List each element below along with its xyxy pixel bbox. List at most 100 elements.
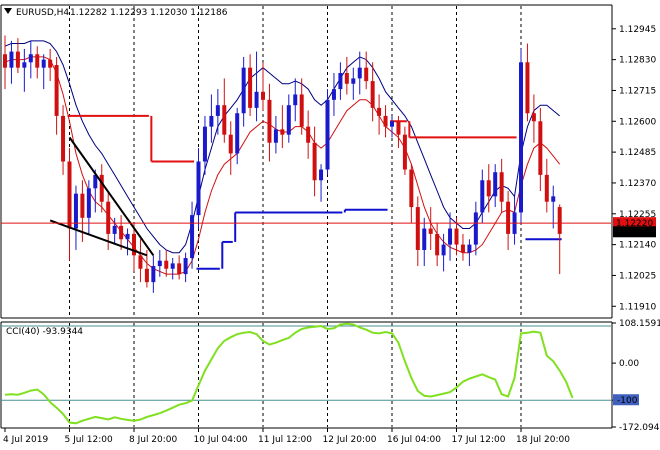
candle-body	[177, 263, 182, 275]
candle-body	[319, 169, 324, 181]
candle-body	[325, 99, 330, 170]
candle-body	[377, 107, 382, 116]
candle-body	[448, 228, 453, 245]
candle-body	[15, 51, 20, 68]
price-label-text: 1.12186	[616, 228, 653, 238]
candle-body	[312, 142, 317, 181]
symbol-label: EURUSD,H4	[16, 8, 69, 18]
trendline	[49, 219, 148, 257]
candle-body	[415, 207, 420, 250]
candle-body	[196, 161, 201, 216]
candle-body	[338, 73, 343, 90]
cci-tick-label: 0.00	[619, 359, 639, 369]
candle-body	[422, 228, 427, 250]
candle-body	[506, 201, 511, 234]
candle-body	[402, 134, 407, 170]
candlesticks	[3, 35, 562, 293]
candle-body	[222, 105, 227, 135]
candle-body	[435, 233, 440, 256]
price-tick-label: 1.12370	[619, 179, 656, 189]
time-tick-label: 12 Jul 20:00	[323, 435, 377, 445]
candle-body	[538, 121, 543, 175]
candle-body	[531, 113, 536, 122]
price-tick-label: 1.12485	[619, 148, 656, 158]
candle-body	[235, 113, 240, 154]
candle-body	[119, 225, 124, 240]
candle-body	[280, 129, 285, 135]
candle-body	[409, 169, 414, 208]
candle-body	[370, 81, 375, 108]
candle-body	[467, 244, 472, 253]
cci-tick-label: -100	[617, 396, 638, 406]
cci-levels	[1, 325, 611, 401]
candle-body	[293, 94, 298, 106]
dropdown-arrow-icon[interactable]	[4, 8, 12, 14]
trendline	[68, 136, 155, 256]
time-tick-label: 16 Jul 04:00	[387, 435, 441, 445]
candle-body	[493, 172, 498, 197]
candle-body	[390, 121, 394, 127]
time-axis: 4 Jul 2019 5 Jul 12:00 8 Jul 20:00 10 Jul 0…	[3, 428, 570, 445]
time-tick-label: 4 Jul 2019	[3, 435, 48, 445]
candle-body	[248, 67, 253, 108]
candle-body	[151, 266, 156, 283]
time-tick-label: 8 Jul 20:00	[129, 435, 178, 445]
candle-body	[383, 115, 388, 127]
candle-body	[202, 126, 207, 162]
candle-body	[544, 174, 549, 202]
price-label-box	[613, 226, 656, 238]
candle-body	[460, 244, 465, 253]
candle-body	[73, 193, 78, 229]
candle-body	[144, 268, 149, 283]
candle-body	[9, 51, 14, 68]
candle-body	[351, 78, 356, 84]
candle-body	[525, 62, 530, 114]
cci-axis: 108.1591 0.00 -100 -172.094	[612, 319, 660, 433]
price-tick-label: 1.12830	[619, 56, 656, 66]
candle-body	[396, 121, 401, 135]
price-tick-label: 1.12140	[619, 241, 656, 251]
candle-body	[454, 228, 459, 245]
candle-body	[499, 172, 504, 202]
trendlines	[49, 136, 155, 257]
price-tick-label: 1.12255	[619, 210, 656, 220]
candle-body	[357, 67, 362, 79]
candle-body	[132, 233, 136, 256]
candle-body	[35, 54, 40, 68]
cci-label: CCI(40) -93.9344	[6, 327, 83, 337]
candle-body	[48, 59, 53, 68]
price-tick-label: 1.12945	[619, 25, 656, 35]
price-tick-label: 1.11910	[619, 302, 656, 312]
candle-body	[519, 62, 523, 213]
time-tick-label: 18 Jul 20:00	[516, 435, 570, 445]
candle-body	[344, 73, 349, 84]
candle-body	[125, 233, 130, 240]
candle-body	[261, 91, 265, 100]
candle-body	[228, 134, 233, 154]
candle-body	[273, 129, 278, 143]
candle-body	[183, 258, 188, 275]
candle-body	[209, 115, 214, 127]
price-tick-label: 1.12715	[619, 86, 656, 96]
price-label-text: 1.12220	[616, 219, 653, 229]
price-tick-label: 1.12025	[619, 271, 656, 281]
candle-body	[286, 105, 291, 135]
cci-pane: 108.1591 0.00 -100 -172.094 CCI(40) -93.934…	[0, 319, 660, 433]
candle-body	[441, 244, 446, 256]
candle-body	[164, 260, 169, 269]
candle-body	[299, 94, 304, 127]
candle-body	[99, 174, 104, 202]
candle-body	[93, 174, 98, 189]
candle-body	[364, 67, 369, 82]
cci-tick-label: -172.094	[619, 423, 660, 433]
candle-body	[551, 196, 556, 202]
candle-body	[61, 115, 66, 162]
upper-band-line	[4, 40, 561, 254]
candle-body	[67, 161, 72, 229]
candle-body	[28, 54, 33, 63]
price-axis: 1.12945 1.12830 1.12715 1.12600 1.12485 1.123…	[612, 25, 656, 312]
candle-body	[557, 207, 562, 234]
candle-body	[106, 201, 111, 234]
cci-level-label-box	[613, 394, 639, 406]
